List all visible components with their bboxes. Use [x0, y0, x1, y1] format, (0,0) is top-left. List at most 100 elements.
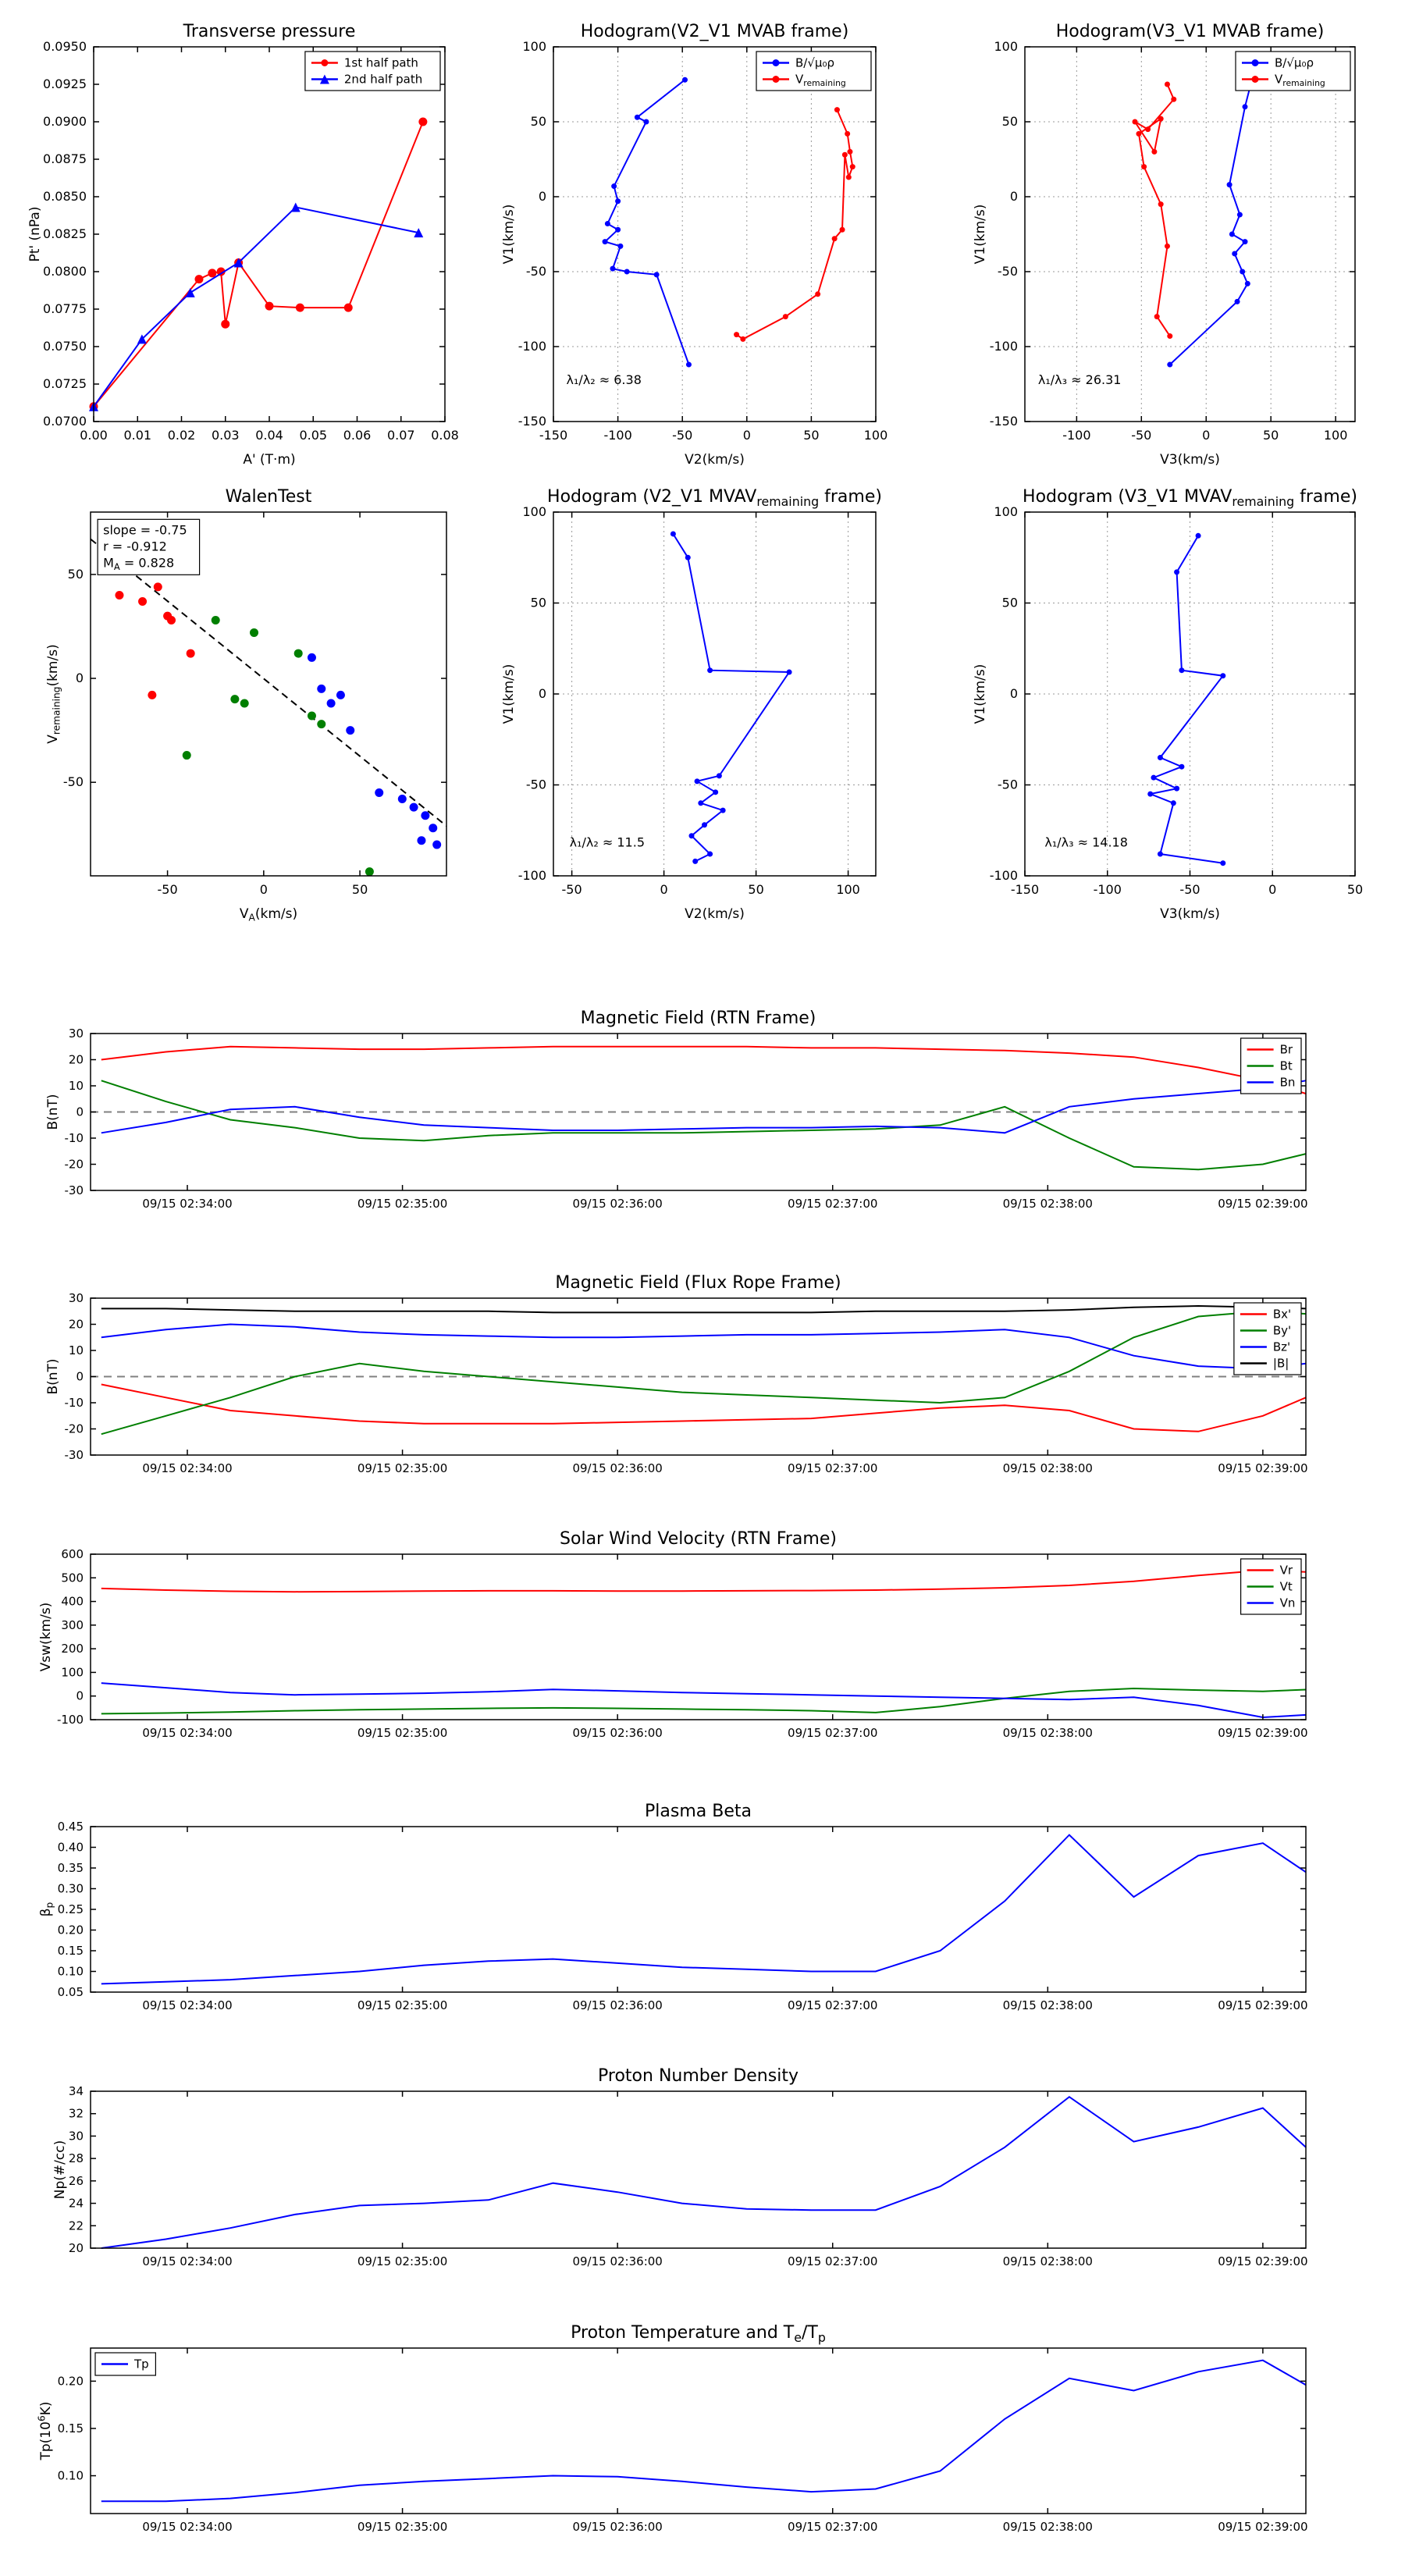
legend-box: [304, 51, 441, 91]
x-tick-label: 09/15 02:35:00: [357, 2520, 447, 2534]
legend-marker: [772, 76, 780, 83]
scatter-first-third-marker: [138, 597, 148, 607]
first-half-path-marker: [295, 303, 304, 312]
x-tick-label: 100: [864, 428, 888, 443]
legend-label: Bz': [1273, 1340, 1290, 1354]
series-vr: [101, 1569, 1307, 1593]
x-tick-label: 09/15 02:34:00: [142, 1726, 232, 1740]
legend-marker: [1251, 76, 1259, 83]
legend-label: Vn: [1280, 1596, 1296, 1610]
x-tick-label: 09/15 02:36:00: [572, 1726, 662, 1740]
v-remaining-path-marker: [786, 669, 792, 675]
x-tick-label: 0: [660, 882, 668, 897]
x-tick-label: 0.06: [343, 428, 372, 443]
x-tick-label: 50: [748, 882, 763, 897]
first-half-path-marker: [216, 267, 226, 276]
x-tick-label: 09/15 02:37:00: [788, 1998, 877, 2012]
x-tick-label: -100: [603, 428, 631, 443]
y-tick-label: 0.45: [58, 1820, 84, 1834]
v-remaining-path-line: [1147, 535, 1225, 864]
legend-box: [756, 51, 872, 91]
y-tick-label: -50: [63, 774, 84, 789]
legend-label: By': [1273, 1324, 1291, 1338]
alfven-velocity-path-marker: [610, 265, 616, 272]
fit-line: [90, 538, 447, 827]
y-tick-label: 50: [531, 596, 546, 610]
y-tick-label: 34: [69, 2084, 84, 2098]
v-remaining-path-marker: [734, 332, 740, 338]
v-remaining-path-marker: [841, 151, 848, 158]
hodogram-v2v1-mvab-xlabel: V2(km/s): [685, 452, 745, 468]
y-tick-label: 0.05: [58, 1985, 84, 1999]
y-tick-label: 26: [69, 2174, 84, 2188]
x-tick-label: -50: [1131, 428, 1151, 443]
x-tick-label: 0: [1268, 882, 1276, 897]
first-half-path-marker: [221, 319, 230, 329]
x-tick-label: 09/15 02:34:00: [142, 2520, 232, 2534]
legend-label: Vr: [1280, 1564, 1293, 1578]
alfven-velocity-path-line: [1169, 80, 1253, 365]
v-remaining-path: [1132, 81, 1177, 340]
alfven-velocity-path-marker: [1167, 361, 1173, 368]
series-np: [101, 2095, 1307, 2249]
v-remaining-path-marker: [1164, 243, 1170, 249]
solar-wind-velocity-plot: 09/15 02:34:00 09/15 02:35:00 09/15 02:36:…: [38, 1529, 1308, 1740]
y-tick-label: -100: [518, 339, 546, 354]
y-tick-label: 0.0775: [43, 301, 87, 316]
x-tick-label: 0.01: [123, 428, 151, 443]
y-tick-label: 30: [69, 2129, 84, 2143]
series-bt-line: [101, 1080, 1307, 1171]
series-by-prime: [101, 1310, 1307, 1436]
scatter-middle-third-marker: [240, 699, 249, 708]
y-tick-label: 500: [61, 1571, 84, 1585]
v-remaining-path-marker: [782, 314, 788, 320]
hodogram-v3v1-mvav-xlabel: V3(km/s): [1160, 906, 1220, 922]
v-remaining-path-marker: [1132, 119, 1138, 125]
y-tick-label: 0.0925: [43, 76, 87, 91]
x-tick-label: 0.04: [255, 428, 283, 443]
v-remaining-path-marker: [1220, 860, 1226, 866]
v-remaining-path-marker: [694, 778, 700, 785]
x-tick-label: 09/15 02:37:00: [788, 1461, 877, 1475]
axes-frame: [90, 1553, 1307, 1720]
scatter-last-third-marker: [307, 653, 316, 662]
series-vn: [101, 1682, 1307, 1719]
annotation-text: λ₁/λ₃ ≈ 26.31: [1038, 372, 1122, 387]
y-tick-label: 24: [69, 2197, 84, 2211]
x-tick-label: -150: [1011, 882, 1039, 897]
legend-marker: [321, 59, 329, 66]
second-half-path-marker: [290, 202, 301, 212]
scatter-middle-third-marker: [365, 867, 374, 877]
x-tick-label: 0: [1202, 428, 1210, 443]
y-tick-label: 0.20: [58, 1923, 84, 1937]
series-vn-line: [101, 1682, 1307, 1719]
x-tick-label: 09/15 02:39:00: [1218, 2520, 1307, 2534]
x-tick-label: 09/15 02:34:00: [142, 1461, 232, 1475]
y-tick-label: 0.0700: [43, 414, 87, 429]
x-tick-label: 0: [743, 428, 751, 443]
alfven-velocity-path-marker: [1242, 239, 1248, 245]
series-vt-line: [101, 1687, 1307, 1715]
scatter-middle-third-marker: [250, 628, 259, 637]
hodogram-v3v1-mvab-ylabel: V1(km/s): [973, 205, 988, 265]
x-tick-label: 0.08: [431, 428, 459, 443]
y-tick-label: 0.20: [58, 2374, 84, 2388]
y-tick-label: 22: [69, 2218, 84, 2233]
legend-label: 2nd half path: [344, 73, 422, 87]
x-tick-label: 09/15 02:34:00: [142, 1197, 232, 1211]
second-half-path-marker: [185, 287, 195, 297]
walen-test-ylabel: Vremaining(km/s): [45, 644, 62, 743]
magnetic-field-rtn-ylabel: B(nT): [45, 1094, 61, 1130]
y-tick-label: 0.0950: [43, 39, 87, 54]
x-tick-label: 09/15 02:35:00: [357, 1461, 447, 1475]
x-tick-label: 09/15 02:38:00: [1003, 2254, 1093, 2268]
magnetic-field-flux-rope-plot: 09/15 02:34:00 09/15 02:35:00 09/15 02:36:…: [45, 1273, 1308, 1475]
series-beta-line: [101, 1834, 1307, 1985]
legend-label: Bn: [1280, 1076, 1296, 1090]
y-tick-label: -50: [526, 777, 546, 792]
x-tick-label: 09/15 02:39:00: [1218, 1197, 1307, 1211]
legend-label: Vt: [1280, 1580, 1293, 1594]
second-half-path-marker: [137, 334, 147, 344]
